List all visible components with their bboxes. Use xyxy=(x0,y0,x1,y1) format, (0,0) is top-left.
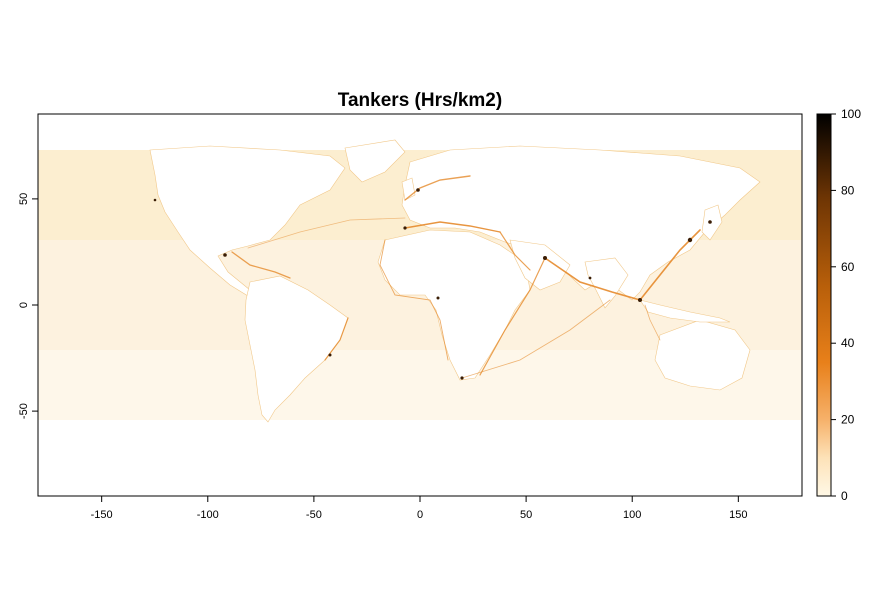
legend-tick-label: 20 xyxy=(841,413,855,427)
port-india-west xyxy=(588,276,592,280)
land-south-america xyxy=(244,275,349,423)
y-axis: 50 0 -50 xyxy=(18,193,38,419)
legend-tick-label: 40 xyxy=(841,336,855,350)
port-brazil xyxy=(328,353,332,357)
x-tick-label: 50 xyxy=(520,509,532,521)
lane-south-america-coast xyxy=(324,317,349,361)
land-arabia xyxy=(509,239,571,291)
x-tick-label: 150 xyxy=(729,509,747,521)
land-antarctica-edge xyxy=(38,470,802,496)
shipping-lanes xyxy=(231,175,701,379)
land-australia xyxy=(654,319,751,391)
port-east-china xyxy=(687,237,693,243)
x-tick-label: 0 xyxy=(417,509,423,521)
x-tick-label: -150 xyxy=(91,509,113,521)
legend-gradient xyxy=(816,113,832,497)
lane-red-sea xyxy=(499,231,531,271)
port-gibraltar xyxy=(403,226,407,230)
lane-mediterranean xyxy=(404,221,501,233)
lane-australia-west xyxy=(644,304,661,341)
lane-north-atlantic xyxy=(247,217,406,249)
lane-north-sea xyxy=(404,175,471,201)
land-indonesia xyxy=(639,299,731,323)
lane-gulf-to-cape xyxy=(479,257,546,376)
legend-tick-label: 80 xyxy=(841,183,855,197)
x-tick-label: -100 xyxy=(197,509,219,521)
land-eurasia xyxy=(401,145,761,301)
legend-tick-label: 60 xyxy=(841,260,855,274)
map-title: Tankers (Hrs/km2) xyxy=(338,90,502,111)
port-us-gulf xyxy=(223,253,227,257)
port-west-africa xyxy=(436,296,440,300)
legend-colorbar: 0 20 40 60 80 100 xyxy=(816,107,861,503)
port-korea-japan xyxy=(708,220,712,224)
legend-tick-label: 0 xyxy=(841,489,848,503)
lane-us-east-coast xyxy=(231,251,291,279)
legend-ticks: 0 20 40 60 80 100 xyxy=(831,107,861,503)
y-tick-label: 50 xyxy=(18,193,30,205)
x-tick-label: 100 xyxy=(623,509,641,521)
lane-cape-to-india xyxy=(461,299,611,379)
y-tick-label: 0 xyxy=(18,302,30,308)
y-tick-label: -50 xyxy=(18,403,30,419)
land-japan xyxy=(701,204,723,241)
land-masses xyxy=(38,139,802,496)
land-greenland xyxy=(344,139,406,183)
port-persian-gulf xyxy=(543,256,547,260)
legend-tick-label: 100 xyxy=(841,107,861,121)
port-singapore xyxy=(638,298,642,302)
land-africa xyxy=(377,229,531,381)
ports xyxy=(153,188,712,380)
port-us-west xyxy=(153,198,157,202)
port-cape-town xyxy=(460,376,464,380)
port-rotterdam xyxy=(416,188,420,192)
x-tick-label: -50 xyxy=(306,509,322,521)
lane-gulf-to-malacca xyxy=(544,257,641,301)
land-north-america xyxy=(149,145,346,297)
lane-west-africa-coast xyxy=(379,239,449,361)
x-axis: -150 -100 -50 0 50 100 150 xyxy=(91,496,748,521)
map-plot-area xyxy=(38,114,802,496)
